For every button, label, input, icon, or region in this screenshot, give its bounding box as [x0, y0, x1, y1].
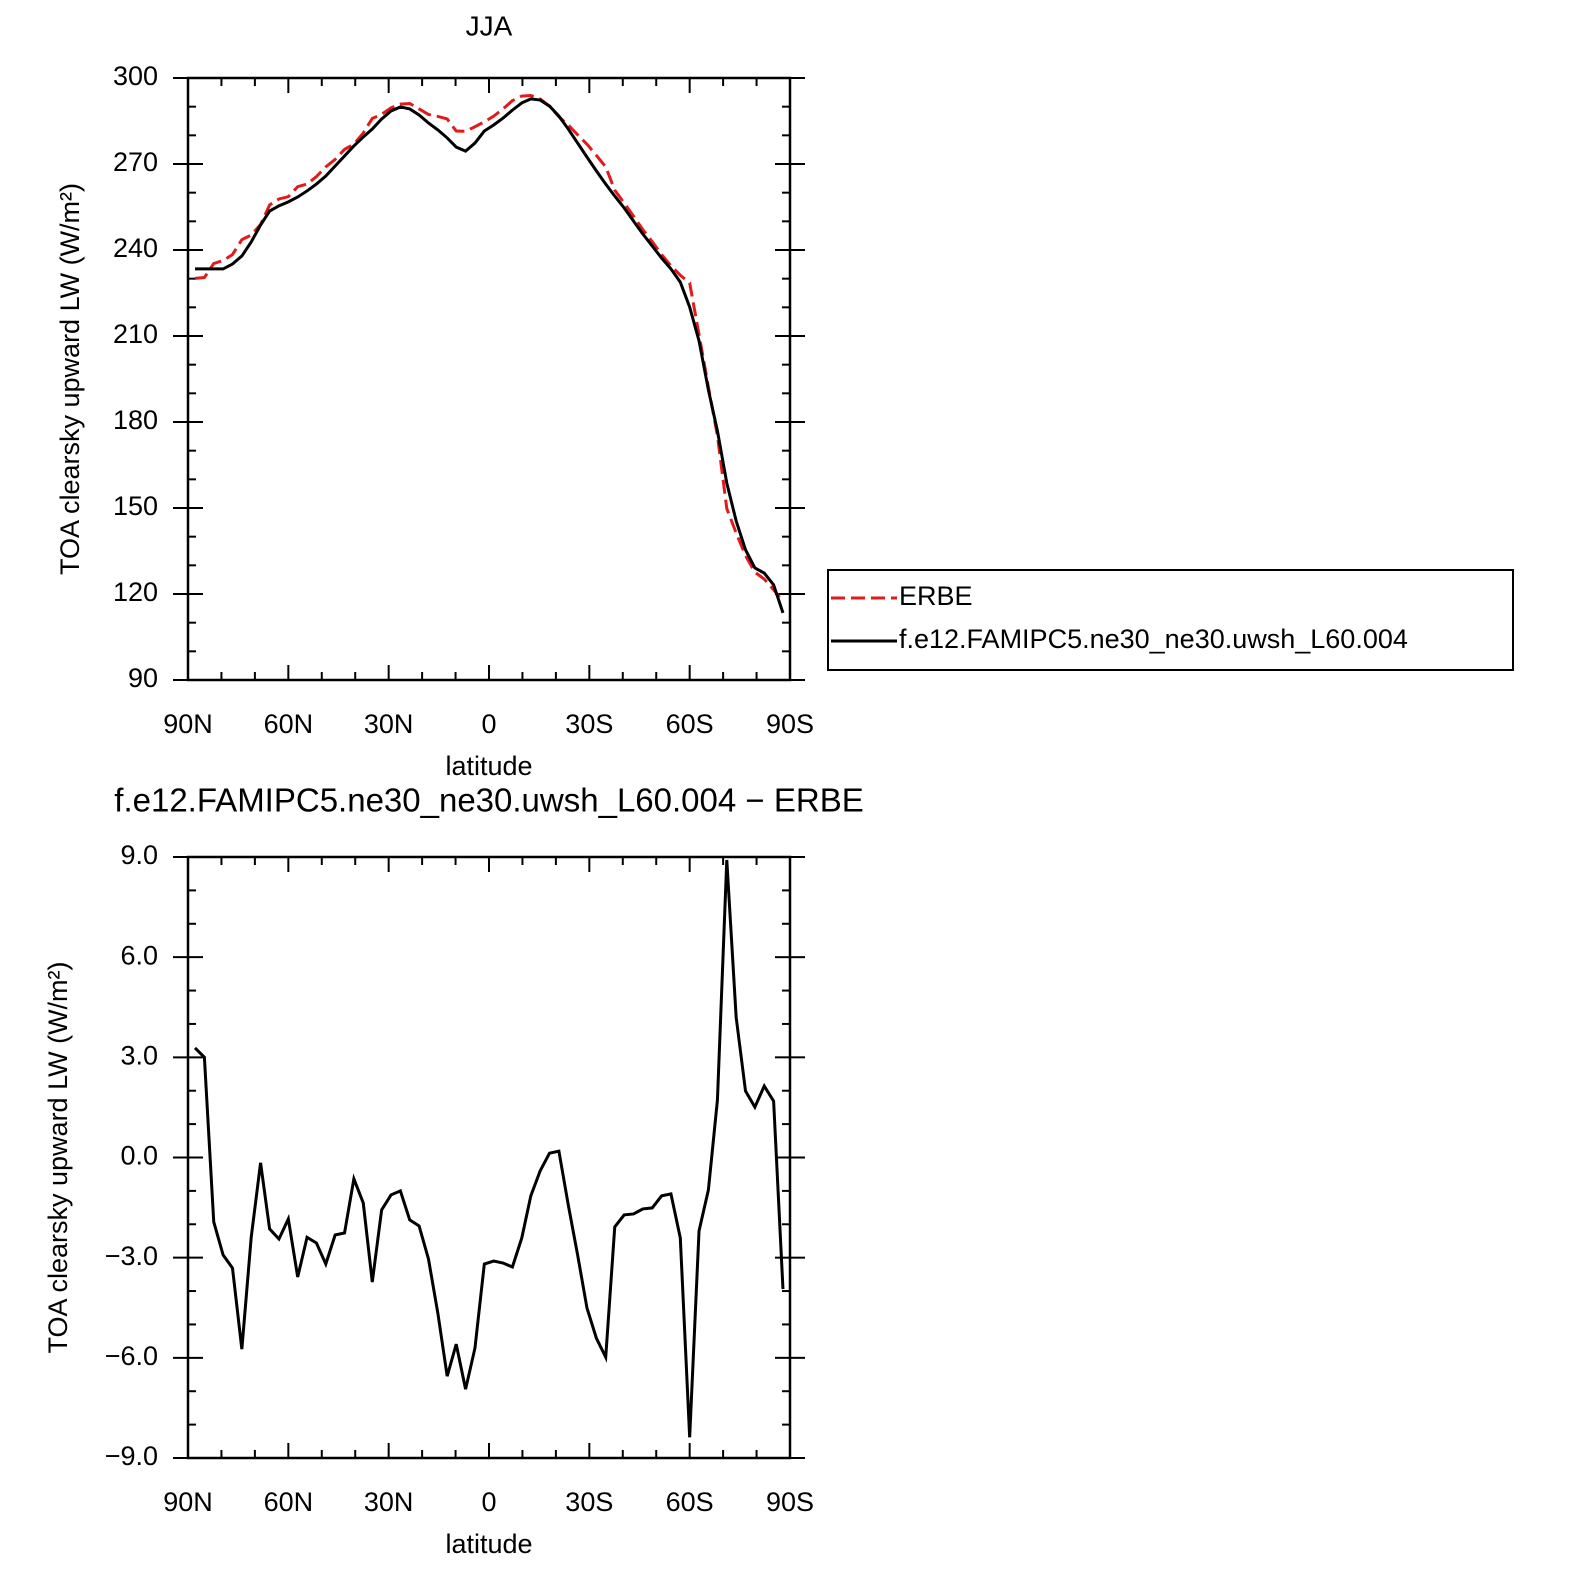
legend-label: ERBE: [899, 581, 973, 611]
x-tick-label: 60S: [666, 709, 714, 739]
y-tick-label: 180: [113, 405, 158, 435]
y-axis-label: TOA clearsky upward LW (W/m²): [55, 183, 85, 575]
chart-title: f.e12.FAMIPC5.ne30_ne30.uwsh_L60.004 − E…: [114, 782, 863, 819]
x-tick-label: 30N: [364, 709, 414, 739]
plot-frame: [186, 855, 792, 1460]
x-tick-label: 30S: [565, 709, 613, 739]
y-axis-label: TOA clearsky upward LW (W/m²): [43, 961, 73, 1353]
x-tick-label: 60N: [264, 1487, 314, 1517]
x-tick-label: 90N: [163, 1487, 213, 1517]
x-tick-label: 30S: [565, 1487, 613, 1517]
chart-title: JJA: [466, 10, 513, 41]
x-tick-label: 90N: [163, 709, 213, 739]
y-tick-label: −6.0: [105, 1341, 158, 1371]
x-tick-label: 90S: [766, 709, 814, 739]
y-tick-label: −3.0: [105, 1241, 158, 1271]
y-tick-label: 0.0: [120, 1141, 158, 1171]
x-axis-label: latitude: [445, 751, 532, 781]
y-tick-label: 270: [113, 147, 158, 177]
x-tick-label: 30N: [364, 1487, 414, 1517]
x-tick-label: 60N: [264, 709, 314, 739]
plot-frame: [186, 76, 792, 682]
x-tick-label: 0: [481, 1487, 496, 1517]
x-tick-label: 90S: [766, 1487, 814, 1517]
y-tick-label: 210: [113, 319, 158, 349]
data-line: [193, 859, 785, 1438]
y-tick-label: 90: [128, 663, 158, 693]
y-tick-label: 3.0: [120, 1040, 158, 1070]
y-tick-label: 240: [113, 233, 158, 263]
x-tick-label: 60S: [666, 1487, 714, 1517]
x-tick-label: 0: [481, 709, 496, 739]
legend-label: f.e12.FAMIPC5.ne30_ne30.uwsh_L60.004: [899, 624, 1408, 654]
data-line: [195, 97, 785, 614]
y-tick-label: 150: [113, 491, 158, 521]
y-tick-label: 6.0: [120, 940, 158, 970]
y-tick-label: 9.0: [120, 840, 158, 870]
x-axis-label: latitude: [445, 1529, 532, 1559]
data-line: [194, 93, 785, 603]
y-tick-label: 120: [113, 577, 158, 607]
y-tick-label: 300: [113, 61, 158, 91]
y-tick-label: −9.0: [105, 1441, 158, 1471]
legend-box: [827, 569, 1514, 671]
